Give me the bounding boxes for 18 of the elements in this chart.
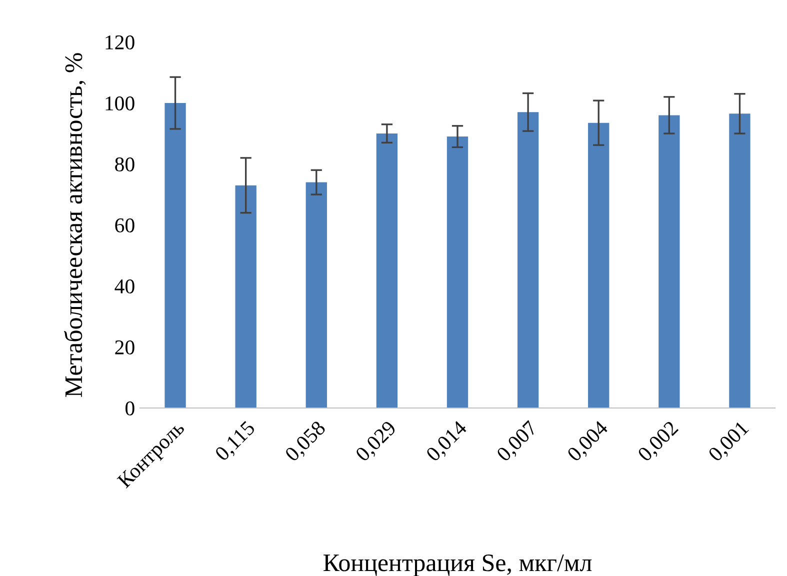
y-tick-label: 80: [115, 157, 134, 172]
y-tick-label: 0: [126, 401, 134, 416]
bar: [446, 136, 468, 408]
bar: [164, 103, 186, 408]
y-axis-title: Метаболичееская активность, %: [64, 53, 86, 397]
bar: [729, 114, 750, 408]
bar: [306, 182, 327, 408]
x-axis-title: Концентрация Se, мкг/мл: [323, 554, 592, 576]
bar: [235, 185, 256, 408]
y-tick-label: 40: [114, 279, 134, 294]
bar: [658, 115, 680, 408]
bar: [517, 112, 539, 408]
y-tick-label: 60: [115, 218, 134, 232]
bar: [376, 134, 398, 408]
y-tick-label: 100: [106, 96, 134, 110]
bar: [588, 122, 610, 408]
y-tick-label: 120: [106, 35, 134, 50]
y-tick-label: 20: [115, 340, 134, 354]
